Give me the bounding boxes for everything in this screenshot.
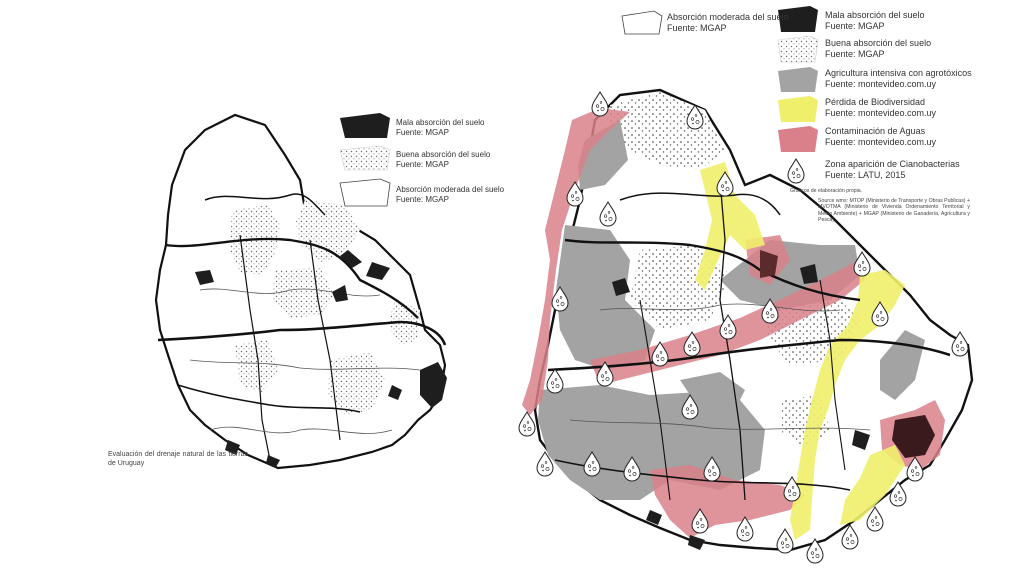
legend-label: Mala absorción del suelo [396,118,485,127]
legend-source: Fuente: MGAP [396,128,449,137]
left-river [204,193,326,216]
right-legend-swatch-biodiversity [778,96,818,122]
left-map-caption: Evaluación del drenaje natural de las ti… [108,451,248,467]
droplet-cyanobacteria-icon [518,411,536,437]
right-legend-swatch-good [777,35,819,63]
right-legend-swatch-water [778,126,818,152]
right-river [599,303,841,312]
left-bad-absorption-area [366,262,390,280]
right-biodiversity-area [790,270,905,540]
droplet-cyanobacteria-icon [591,91,609,117]
right-biodiversity-area [695,162,765,290]
right-legend-swatch-agriculture [778,67,818,92]
droplet-cyanobacteria-icon [841,524,859,550]
right-river [639,299,671,501]
left-bad-absorption-area [388,385,402,400]
right-legend-item-agriculture: Agricultura intensiva con agrotóxicos Fu… [825,68,972,90]
right-legend-swatch-droplet-icon [787,158,805,184]
right-bad-absorption-area [688,535,705,550]
legend-source: Fuente: LATU, 2015 [825,170,906,180]
credits-block: Graficos de elaboración propia. Source w… [790,188,970,224]
right-legend-swatch-bad [778,6,818,32]
right-bad-absorption-area [612,278,630,296]
credits-body: Source wms: MTOP (Ministerio de Transpor… [818,197,970,224]
left-river [309,239,341,441]
right-bad-absorption-area [760,250,778,278]
left-river [189,359,421,371]
left-river [157,320,447,346]
legend-source: Fuente: MGAP [396,160,449,169]
right-river [569,419,871,431]
right-legend-item-biodiversity: Pérdida de Biodiversidad Fuente: montevi… [825,97,936,119]
legend-label: Mala absorción del suelo [825,10,925,20]
legend-label: Contaminación de Aguas [825,126,926,136]
left-bad-absorption-area [332,285,348,302]
right-bad-absorption-area [852,430,870,450]
right-legend-item-cyanobacteria: Zona aparición de Cianobacterias Fuente:… [825,159,960,181]
left-bad-absorption-area [340,250,362,268]
left-good-absorption-area [296,200,360,262]
right-legend-item-water: Contaminación de Aguas Fuente: montevide… [825,126,936,148]
legend-source: Fuente: montevideo.com.uy [825,137,937,147]
legend-label: Zona aparición de Cianobacterias [825,159,960,169]
legend-source: Fuente: MGAP [396,195,449,204]
left-river [209,426,393,434]
legend-source: Fuente: MGAP [825,49,885,59]
legend-label: Absorción moderada del suelo [667,12,789,22]
left-bad-absorption-area [266,455,280,467]
right-river [619,192,781,216]
legend-label: Pérdida de Biodiversidad [825,97,926,107]
right-bad-absorption-area [800,264,818,284]
left-bad-absorption-area [195,270,214,285]
left-legend-swatch-bad [340,113,390,138]
right-legend-swatch-moderate [621,10,663,35]
left-legend-item-bad: Mala absorción del suelo Fuente: MGAP [396,118,485,138]
legend-label: Buena absorción del suelo [825,38,932,48]
credits-title: Graficos de elaboración propia. [790,188,863,194]
left-legend-item-moderate: Absorción moderada del suelo Fuente: MGA… [396,185,504,205]
legend-source: Fuente: montevideo.com.uy [825,79,937,89]
left-river [177,384,361,413]
right-river [564,238,861,302]
right-legend-item-bad: Mala absorción del suelo Fuente: MGAP [825,10,925,32]
legend-label: Buena absorción del suelo [396,150,491,159]
right-agriculture-area [880,330,925,400]
left-legend-swatch-good [339,145,391,171]
left-river [239,234,271,461]
left-river [165,237,419,319]
left-map [154,113,447,470]
right-bad-absorption-area [646,510,662,525]
legend-source: Fuente: montevideo.com.uy [825,108,937,118]
right-agriculture-area [556,225,655,370]
left-good-absorption-area [235,340,278,392]
legend-source: Fuente: MGAP [825,21,885,31]
right-legend-item-moderate: Absorción moderada del suelo Fuente: MGA… [667,12,789,34]
legend-label: Agricultura intensiva con agrotóxicos [825,68,972,78]
left-good-absorption-area [328,352,385,415]
left-bad-absorption-area [420,362,447,408]
droplet-cyanobacteria-icon [951,331,969,357]
left-bad-absorption-area [225,440,240,455]
legend-label: Absorción moderada del suelo [396,185,505,194]
right-water-contamination-area [650,465,805,538]
right-bad-absorption-area [892,415,935,458]
left-legend-swatch-moderate [339,178,391,207]
right-water-contamination-area [522,108,630,415]
right-legend-item-good: Buena absorción del suelo Fuente: MGAP [825,38,931,60]
right-river [819,279,846,471]
right-biodiversity-area [840,445,905,525]
right-river [547,338,951,372]
legend-source: Fuente: MGAP [667,23,727,33]
right-agriculture-area [680,372,745,410]
droplet-cyanobacteria-icon [866,506,884,532]
left-river [199,288,381,297]
left-legend-item-good: Buena absorción del suelo Fuente: MGAP [396,150,490,170]
